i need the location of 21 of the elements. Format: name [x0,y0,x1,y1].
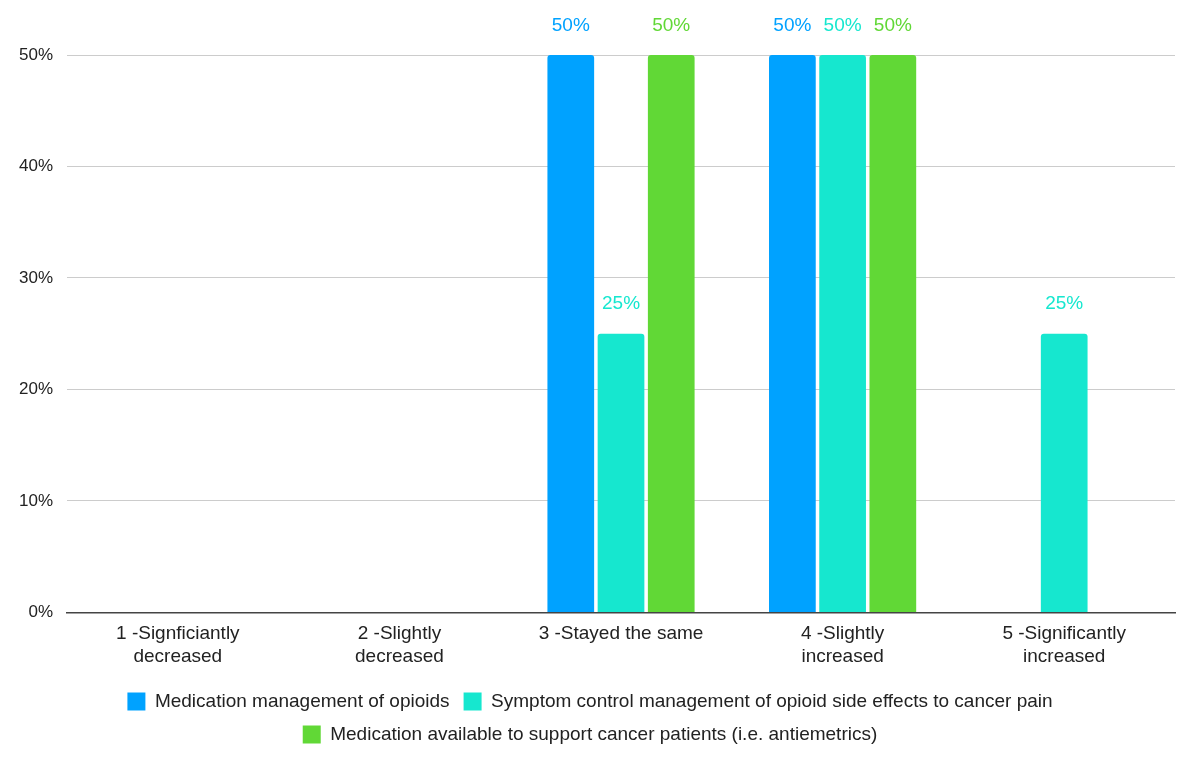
data-label: 50% [773,13,812,35]
data-label: 50% [652,13,691,35]
y-tick-label: 30% [18,267,54,287]
data-label: 25% [602,292,641,314]
y-tick-label: 10% [18,490,54,510]
data-label: 25% [1045,292,1084,314]
data-label: 50% [823,13,862,35]
legend-label: Medication management of opioids [154,689,450,711]
x-tick-label: 5 -Significantly increased [1002,622,1127,666]
legend-label: Symptom control management of opioid side effects to cancer pain [491,689,1053,711]
data-label: 50% [551,13,590,35]
x-tick-label: 2 -Slightly decreased [355,622,444,666]
x-tick-label: 4 -Slightly increased [800,622,885,666]
x-tick-label: 3 -Stayed the same [538,622,704,644]
data-label: 50% [873,13,912,35]
y-tick-label: 0% [28,602,54,622]
x-tick-label: 1 -Signficiantly decreased [116,622,241,666]
y-tick-label: 50% [18,44,54,64]
y-tick-label: 40% [18,156,54,176]
y-tick-label: 20% [18,379,54,399]
legend-label: Medication available to support cancer patients (i.e. antiemetrics) [330,722,878,744]
